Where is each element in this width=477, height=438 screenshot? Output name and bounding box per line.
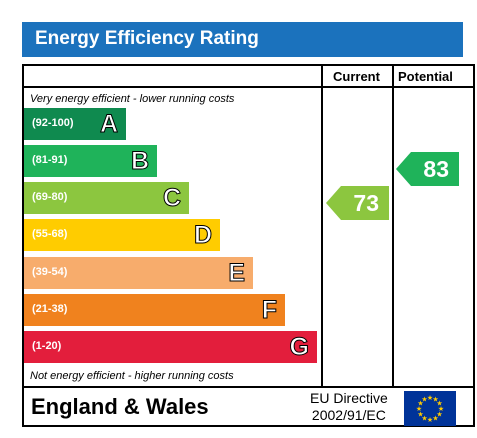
rating-band-c: (69-80) C bbox=[24, 182, 189, 214]
page-title: Energy Efficiency Rating bbox=[35, 28, 259, 49]
potential-column-header: Potential bbox=[398, 69, 453, 84]
current-arrow-shape bbox=[326, 186, 389, 220]
band-range-label: (81-91) bbox=[32, 154, 68, 166]
eu-star: ★ bbox=[432, 415, 438, 423]
header-divider bbox=[22, 86, 475, 88]
rating-frame bbox=[22, 64, 475, 427]
potential-arrow-shape bbox=[396, 152, 459, 186]
rating-band-f: (21-38) F bbox=[24, 294, 285, 326]
footer-divider bbox=[22, 386, 475, 388]
band-range-label: (39-54) bbox=[32, 266, 68, 278]
potential-rating-arrow: 83 bbox=[396, 152, 459, 186]
eu-star: ★ bbox=[432, 396, 438, 404]
eu-star: ★ bbox=[417, 411, 423, 419]
band-range-label: (92-100) bbox=[32, 117, 74, 129]
eu-stars: ★ ★★★★★★★★★★★ bbox=[416, 394, 444, 424]
rating-band-e: (39-54) E bbox=[24, 257, 253, 289]
eu-star: ★ bbox=[416, 405, 422, 413]
eu-star: ★ bbox=[427, 394, 433, 402]
band-letter: E bbox=[228, 259, 246, 288]
band-letter: G bbox=[289, 333, 309, 362]
band-letter: B bbox=[130, 147, 149, 176]
eu-flag-icon: ★ ★ ★ ★ ★ ★ ★ ★ ★ ★ ★ ★ bbox=[404, 391, 456, 426]
rating-band-g: (1-20) G bbox=[24, 331, 317, 363]
current-column-divider bbox=[321, 64, 323, 386]
footer-country: England & Wales bbox=[31, 394, 209, 419]
current-rating-value: 73 bbox=[353, 190, 379, 216]
eu-star: ★ bbox=[421, 396, 427, 404]
band-range-label: (69-80) bbox=[32, 191, 68, 203]
current-rating-arrow: 73 bbox=[326, 186, 389, 220]
directive-line-2: 2002/91/EC bbox=[311, 407, 386, 423]
footer-directive: EU Directive 2002/91/EC bbox=[310, 390, 388, 424]
rating-band-d: (55-68) D bbox=[24, 219, 220, 251]
band-letter: A bbox=[99, 110, 118, 139]
rating-band-a: (92-100) A bbox=[24, 108, 126, 140]
band-range-label: (55-68) bbox=[32, 228, 68, 240]
eu-star: ★ bbox=[436, 400, 442, 408]
eu-star: ★ bbox=[438, 405, 444, 413]
directive-line-1: EU Directive bbox=[310, 390, 388, 406]
band-range-label: (21-38) bbox=[32, 303, 68, 315]
eu-star: ★ bbox=[417, 400, 423, 408]
current-column-header: Current bbox=[333, 69, 380, 84]
rating-band-b: (81-91) B bbox=[24, 145, 157, 177]
eu-star: ★ bbox=[427, 416, 433, 424]
potential-column-divider bbox=[392, 64, 394, 386]
band-letter: D bbox=[193, 221, 212, 250]
eu-star: ★ bbox=[436, 411, 442, 419]
potential-rating-value: 83 bbox=[423, 156, 449, 182]
top-note: Very energy efficient - lower running co… bbox=[30, 93, 235, 105]
title-bar: Energy Efficiency Rating bbox=[22, 22, 463, 57]
band-letter: C bbox=[162, 184, 181, 213]
band-letter: F bbox=[261, 296, 277, 325]
band-range-label: (1-20) bbox=[32, 340, 62, 352]
eu-star: ★ bbox=[421, 415, 427, 423]
bottom-note: Not energy efficient - higher running co… bbox=[30, 370, 234, 382]
